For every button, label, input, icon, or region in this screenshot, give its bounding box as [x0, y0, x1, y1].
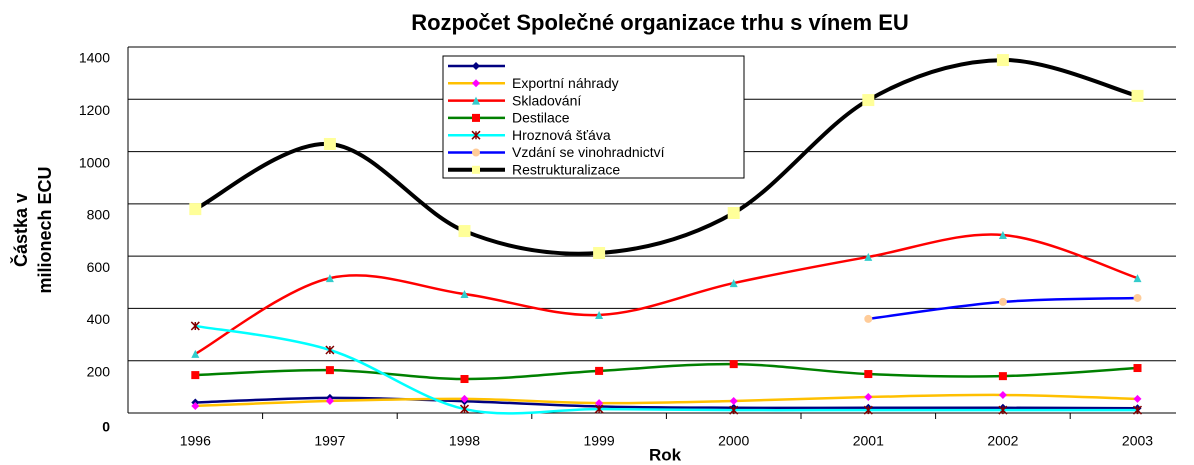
legend-label: Restrukturalizace [512, 162, 620, 178]
data-point [189, 203, 202, 216]
data-point [191, 349, 200, 358]
data-point [1133, 293, 1142, 302]
legend-marker [472, 165, 480, 174]
y-tick-label: 600 [87, 259, 111, 275]
legend-marker [472, 79, 480, 88]
data-point [325, 345, 335, 355]
data-point [864, 314, 873, 323]
data-point [864, 393, 873, 402]
data-point [864, 252, 873, 261]
data-point [459, 404, 470, 414]
data-point [458, 225, 471, 238]
data-point [191, 371, 200, 380]
series-line [195, 396, 1138, 410]
data-point [594, 404, 604, 414]
data-point [460, 290, 469, 299]
y-tick-label: 400 [87, 311, 111, 327]
data-point [863, 405, 873, 415]
data-point [595, 399, 604, 408]
data-point [1133, 394, 1142, 403]
x-tick-label: 2000 [718, 433, 749, 449]
series-line [194, 233, 1138, 356]
legend-marker [472, 62, 480, 70]
data-point [727, 207, 740, 220]
x-tick-label: 2003 [1122, 433, 1153, 449]
y-tick-label: 1200 [79, 102, 110, 118]
y-tick-label: 0 [102, 419, 110, 435]
data-point [190, 321, 200, 331]
legend-label: Vzdání se vinohradnictví [512, 144, 665, 160]
legend-marker [472, 96, 480, 105]
series-line [195, 324, 1138, 415]
x-tick-label: 2001 [853, 433, 884, 449]
data-point [998, 405, 1008, 415]
data-point [325, 396, 334, 405]
data-point [996, 54, 1009, 67]
series-line [195, 393, 1138, 408]
data-point [1133, 364, 1142, 373]
data-point [323, 137, 336, 150]
x-tick-label: 1996 [180, 433, 211, 449]
data-point [998, 390, 1007, 399]
y-axis-label-line: Částka v [10, 193, 31, 267]
data-point [325, 366, 334, 375]
data-point [460, 375, 469, 384]
y-tick-label: 1000 [79, 154, 110, 170]
data-point [593, 247, 606, 260]
x-tick-label: 1997 [314, 433, 345, 449]
data-point [325, 274, 334, 283]
legend-label: Hroznová šťáva [512, 127, 611, 143]
data-point [998, 297, 1007, 306]
legend-marker [471, 130, 481, 140]
data-point [1133, 274, 1142, 283]
x-tick-label: 1998 [449, 433, 480, 449]
legend-label: Destilace [512, 110, 570, 126]
data-point [595, 366, 604, 375]
legend-label: Exportní náhrady [512, 75, 619, 91]
chart-title: Rozpočet Společné organizace trhu s víne… [411, 10, 909, 35]
data-point [729, 360, 738, 369]
x-tick-label: 1999 [584, 433, 615, 449]
data-point [862, 94, 875, 107]
data-point [998, 230, 1007, 239]
data-point [191, 401, 200, 410]
x-tick-label: 2002 [987, 433, 1018, 449]
series-line [195, 362, 1138, 381]
y-tick-label: 800 [87, 207, 111, 223]
data-point [998, 372, 1007, 381]
data-point [460, 394, 469, 403]
x-axis-label: Rok [649, 445, 682, 464]
data-point [729, 279, 738, 288]
y-axis-label: Částka v milionech ECU [10, 166, 55, 293]
data-point [729, 396, 738, 405]
y-tick-label: 1400 [79, 50, 110, 66]
legend-marker [472, 113, 480, 122]
data-point [729, 405, 739, 415]
series-line [194, 58, 1139, 256]
data-point [864, 370, 873, 379]
legend-marker [472, 148, 480, 157]
data-point [1131, 89, 1144, 102]
y-axis-label-line: milionech ECU [35, 166, 55, 293]
legend-label: Skladování [512, 92, 581, 108]
y-tick-label: 200 [87, 363, 111, 379]
data-point [1132, 405, 1143, 415]
data-point [595, 310, 604, 319]
